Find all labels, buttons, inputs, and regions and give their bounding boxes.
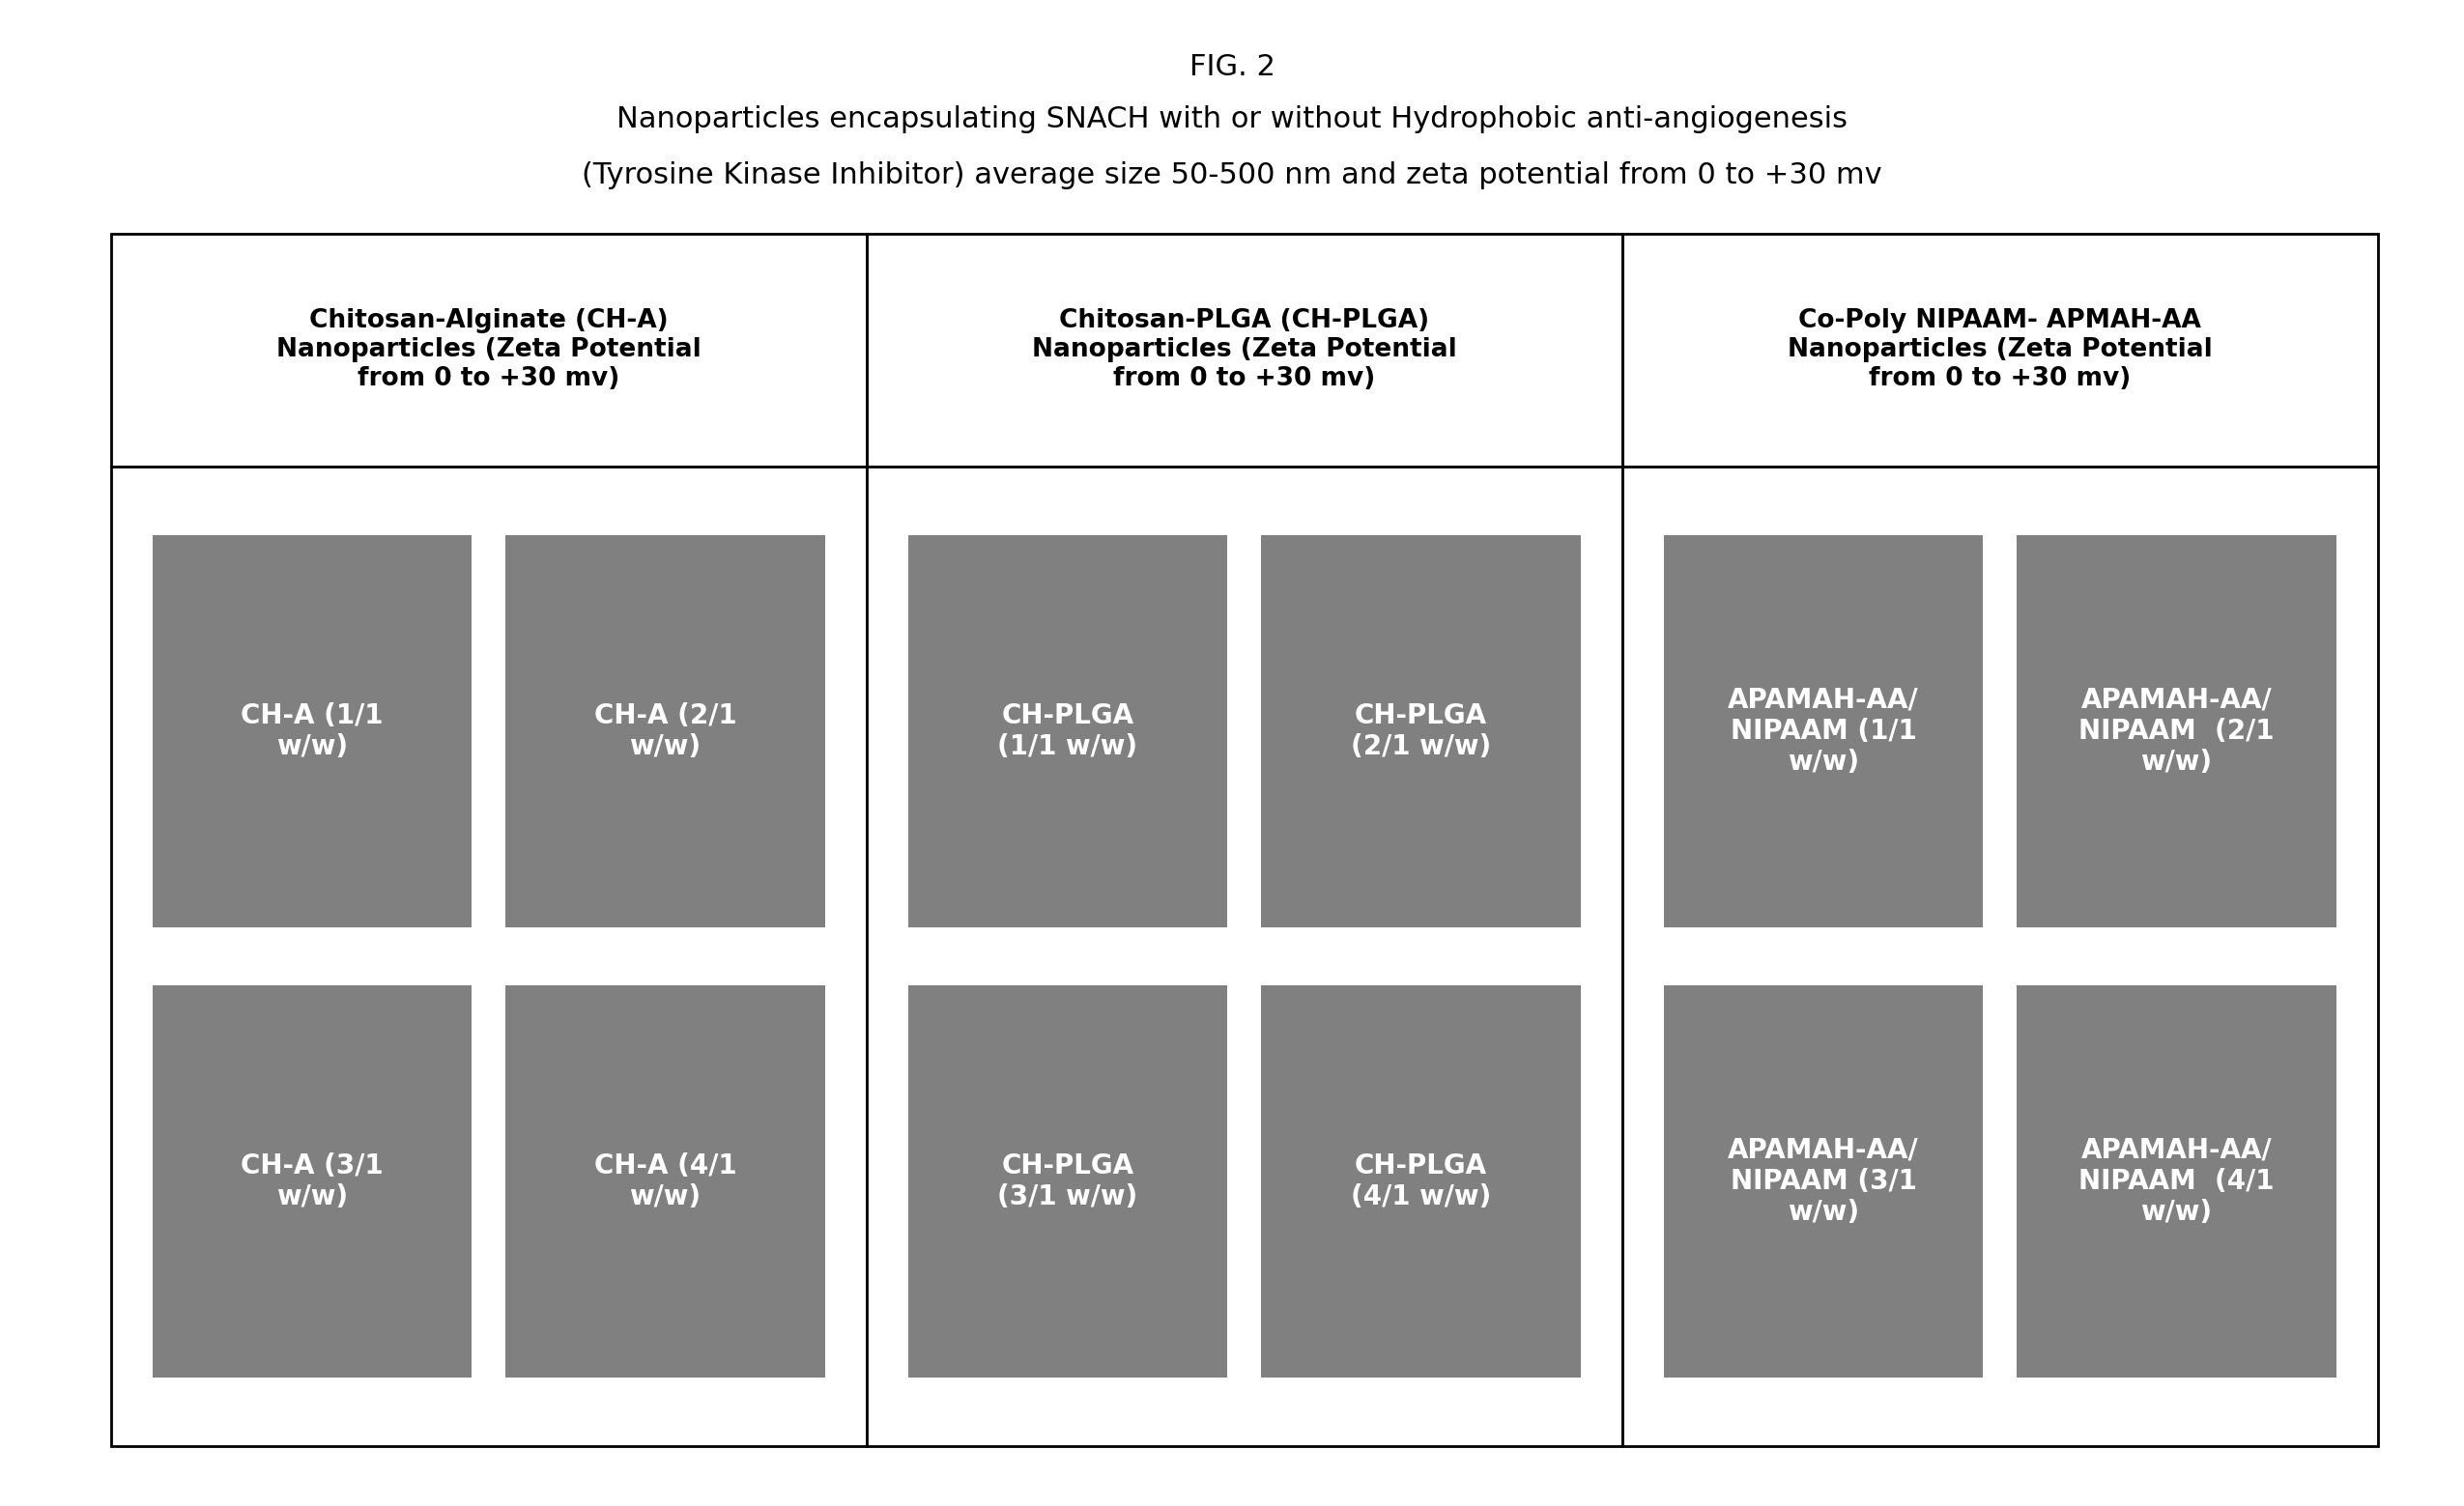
Text: (Tyrosine Kinase Inhibitor) average size 50-500 nm and zeta potential from 0 to : (Tyrosine Kinase Inhibitor) average size… — [582, 161, 1882, 190]
Text: CH-A (1/1
w/w): CH-A (1/1 w/w) — [241, 702, 384, 761]
Text: APAMAH-AA/
NIPAAM  (2/1
w/w): APAMAH-AA/ NIPAAM (2/1 w/w) — [2080, 687, 2274, 776]
Text: FIG. 2: FIG. 2 — [1190, 53, 1274, 81]
FancyBboxPatch shape — [1663, 536, 1984, 928]
Text: CH-PLGA
(2/1 w/w): CH-PLGA (2/1 w/w) — [1350, 702, 1491, 761]
FancyBboxPatch shape — [153, 536, 471, 928]
FancyBboxPatch shape — [505, 986, 825, 1376]
Text: APAMAH-AA/
NIPAAM  (4/1
w/w): APAMAH-AA/ NIPAAM (4/1 w/w) — [2080, 1137, 2274, 1226]
FancyBboxPatch shape — [2018, 986, 2336, 1376]
FancyBboxPatch shape — [1262, 986, 1579, 1376]
Text: APAMAH-AA/
NIPAAM (1/1
w/w): APAMAH-AA/ NIPAAM (1/1 w/w) — [1727, 687, 1919, 776]
Text: CH-A (4/1
w/w): CH-A (4/1 w/w) — [594, 1152, 737, 1211]
FancyBboxPatch shape — [111, 233, 867, 467]
Text: CH-A (2/1
w/w): CH-A (2/1 w/w) — [594, 702, 737, 761]
Text: CH-PLGA
(3/1 w/w): CH-PLGA (3/1 w/w) — [998, 1152, 1138, 1211]
FancyBboxPatch shape — [153, 986, 471, 1376]
FancyBboxPatch shape — [1663, 986, 1984, 1376]
Text: CH-PLGA
(4/1 w/w): CH-PLGA (4/1 w/w) — [1350, 1152, 1491, 1211]
Text: CH-A (3/1
w/w): CH-A (3/1 w/w) — [241, 1152, 384, 1211]
Text: Chitosan-Alginate (CH-A)
Nanoparticles (Zeta Potential
from 0 to +30 mv): Chitosan-Alginate (CH-A) Nanoparticles (… — [276, 309, 702, 392]
Text: Co-Poly NIPAAM- APMAH-AA
Nanoparticles (Zeta Potential
from 0 to +30 mv): Co-Poly NIPAAM- APMAH-AA Nanoparticles (… — [1786, 309, 2213, 392]
FancyBboxPatch shape — [1262, 536, 1579, 928]
FancyBboxPatch shape — [909, 986, 1227, 1376]
Text: CH-PLGA
(1/1 w/w): CH-PLGA (1/1 w/w) — [998, 702, 1138, 761]
Text: Chitosan-PLGA (CH-PLGA)
Nanoparticles (Zeta Potential
from 0 to +30 mv): Chitosan-PLGA (CH-PLGA) Nanoparticles (Z… — [1032, 309, 1456, 392]
Text: Nanoparticles encapsulating SNACH with or without Hydrophobic anti-angiogenesis: Nanoparticles encapsulating SNACH with o… — [616, 105, 1848, 134]
FancyBboxPatch shape — [2018, 536, 2336, 928]
FancyBboxPatch shape — [1621, 467, 2378, 1446]
FancyBboxPatch shape — [867, 467, 1621, 1446]
FancyBboxPatch shape — [111, 467, 867, 1446]
FancyBboxPatch shape — [867, 233, 1621, 467]
FancyBboxPatch shape — [1621, 233, 2378, 467]
FancyBboxPatch shape — [909, 536, 1227, 928]
FancyBboxPatch shape — [505, 536, 825, 928]
Text: APAMAH-AA/
NIPAAM (3/1
w/w): APAMAH-AA/ NIPAAM (3/1 w/w) — [1727, 1137, 1919, 1226]
